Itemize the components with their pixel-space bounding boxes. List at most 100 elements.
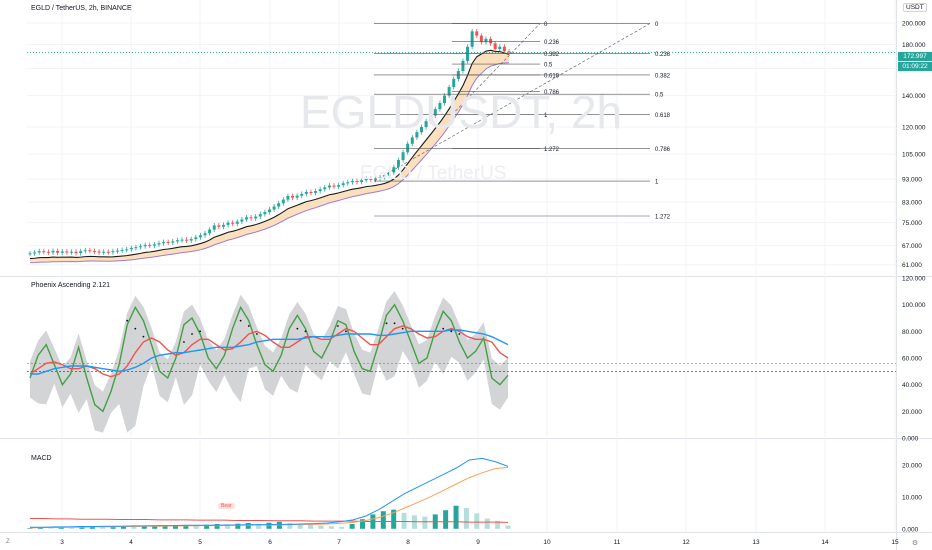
macd-histogram-bar bbox=[110, 527, 116, 529]
candle-body bbox=[33, 252, 37, 254]
time-axis-label: 10 bbox=[543, 539, 551, 546]
candle-body bbox=[162, 242, 166, 244]
time-axis-label: 3 bbox=[60, 539, 64, 546]
candle-body bbox=[42, 251, 46, 253]
candle-body bbox=[139, 246, 143, 248]
oscillator-axis-label: 60.000 bbox=[902, 356, 922, 363]
candle-body bbox=[406, 143, 410, 153]
time-axis-label: 13 bbox=[752, 539, 760, 546]
candle-body bbox=[263, 212, 267, 215]
macd-histogram-bar bbox=[256, 523, 262, 529]
macd-histogram-bar bbox=[58, 527, 64, 529]
fib-level-label: 0.5 bbox=[544, 63, 553, 69]
time-axis-label: 4 bbox=[129, 539, 133, 546]
macd-histogram-bar bbox=[380, 511, 386, 529]
candle-body bbox=[401, 152, 405, 161]
macd-histogram-bar bbox=[318, 525, 324, 529]
fib-level-label: 0 bbox=[544, 22, 548, 28]
price-axis-label: 83.000 bbox=[902, 200, 922, 207]
candle-body bbox=[364, 178, 368, 181]
candle-body bbox=[461, 60, 465, 72]
oscillator-dot bbox=[296, 327, 299, 330]
candle-body bbox=[300, 193, 304, 196]
macd-histogram-bar bbox=[100, 527, 106, 529]
candle-body bbox=[295, 195, 299, 198]
candle-body bbox=[46, 251, 50, 253]
candle-body bbox=[116, 250, 120, 252]
macd-histogram-bar bbox=[48, 528, 54, 529]
oscillator-signal-line bbox=[29, 325, 509, 378]
macd-histogram-bar bbox=[339, 526, 345, 529]
oscillator-dot bbox=[304, 330, 307, 333]
candle-body bbox=[111, 251, 115, 253]
scale-settings-icon[interactable]: ⚙ bbox=[911, 540, 919, 547]
candle-body bbox=[498, 46, 502, 50]
macd-histogram-bar bbox=[505, 525, 511, 529]
fib-level-label: 0.786 bbox=[655, 147, 671, 153]
candle-body bbox=[337, 185, 341, 187]
fib-level-label: 0.382 bbox=[655, 73, 671, 79]
candle-body bbox=[360, 180, 364, 182]
fib-level-label: 0.5 bbox=[655, 93, 664, 99]
oscillator-dot bbox=[134, 327, 137, 330]
candle-body bbox=[244, 217, 248, 220]
candle-body bbox=[447, 87, 451, 96]
time-axis-label: 7 bbox=[337, 539, 341, 546]
macd-histogram-bar bbox=[141, 526, 147, 529]
candle-body bbox=[60, 251, 64, 253]
oscillator-dot bbox=[142, 335, 145, 338]
candle-body bbox=[180, 239, 184, 241]
candle-body bbox=[396, 160, 400, 168]
macd-histogram-bar bbox=[224, 524, 230, 529]
candle-body bbox=[350, 181, 354, 183]
oscillator-title[interactable]: Phoenix Ascending 2.121 bbox=[31, 282, 111, 289]
fib-level-label: 0.618 bbox=[655, 113, 671, 119]
oscillator-dot bbox=[336, 325, 339, 327]
candle-body bbox=[489, 38, 493, 44]
oscillator-dot bbox=[183, 341, 185, 343]
symbol-title[interactable]: EGLD / TetherUS, 2h, BINANCE bbox=[31, 5, 132, 12]
candle-body bbox=[475, 31, 479, 36]
candle-body bbox=[65, 251, 69, 253]
symbol-watermark: EGLDUSDT, 2h bbox=[300, 86, 623, 138]
candle-body bbox=[106, 251, 110, 253]
candle-body bbox=[415, 132, 419, 138]
oscillator-axis-label: 20.000 bbox=[902, 409, 922, 416]
fast-ema-line bbox=[29, 49, 510, 260]
candle-body bbox=[309, 191, 313, 193]
candle-body bbox=[507, 51, 511, 53]
macd-histogram-bar bbox=[214, 524, 220, 529]
candle-body bbox=[424, 121, 428, 128]
macd-histogram-bar bbox=[349, 524, 355, 529]
bear-trend-line bbox=[30, 518, 509, 523]
macd-histogram-bar bbox=[245, 523, 251, 529]
slow-ema-line bbox=[29, 62, 510, 264]
price-axis-label: 120.000 bbox=[902, 125, 926, 132]
currency-label[interactable]: USDT bbox=[903, 3, 927, 12]
candle-body bbox=[221, 224, 225, 227]
macd-histogram-bar bbox=[183, 524, 189, 529]
candle-body bbox=[226, 222, 230, 225]
price-axis-label: 180.000 bbox=[902, 42, 926, 49]
macd-histogram-bar bbox=[422, 516, 428, 529]
candle-body bbox=[443, 95, 447, 104]
candle-body bbox=[438, 103, 442, 110]
candle-body bbox=[148, 245, 152, 247]
time-axis-label: 9 bbox=[476, 539, 480, 546]
candle-body bbox=[327, 185, 331, 188]
oscillator-dot bbox=[385, 322, 388, 325]
bear-signal-label: Bear bbox=[218, 503, 235, 509]
candle-body bbox=[470, 31, 474, 47]
macd-histogram-bar bbox=[266, 522, 272, 529]
macd-title[interactable]: MACD bbox=[31, 455, 52, 462]
candle-body bbox=[69, 251, 73, 253]
time-axis-label: 5 bbox=[198, 539, 202, 546]
oscillator-dot bbox=[126, 319, 129, 322]
candle-body bbox=[286, 196, 290, 200]
macd-histogram-bar bbox=[121, 526, 127, 529]
macd-histogram-bar bbox=[401, 512, 407, 529]
go-to-date-icon[interactable]: Z bbox=[6, 539, 10, 545]
macd-histogram-bar bbox=[235, 523, 241, 529]
candle-body bbox=[240, 219, 244, 222]
